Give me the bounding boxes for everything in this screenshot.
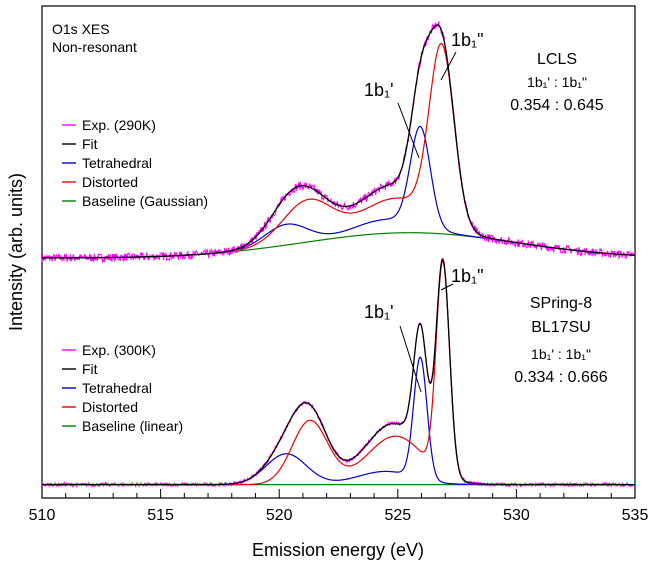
corner-label-2: Non-resonant bbox=[52, 39, 137, 55]
leader-line-2 bbox=[440, 51, 457, 81]
x-tick-label: 510 bbox=[29, 507, 56, 524]
legend-label-fit: Fit bbox=[82, 136, 98, 152]
legend-label-distorted: Distorted bbox=[82, 399, 138, 415]
facility-label: LCLS bbox=[537, 51, 577, 68]
legend-label-baseline: Baseline (Gaussian) bbox=[82, 193, 208, 209]
x-axis-label: Emission energy (eV) bbox=[252, 540, 424, 560]
legend-label-tetrahedral: Tetrahedral bbox=[82, 380, 152, 396]
x-axis-ticks bbox=[41, 489, 636, 498]
ratio-label: 1b₁' : 1b₁" bbox=[531, 346, 591, 362]
leader-line-2 bbox=[440, 283, 454, 291]
x-tick-labels: 510 515 520 525 530 535 bbox=[29, 507, 649, 524]
legend-label-baseline: Baseline (linear) bbox=[82, 418, 183, 434]
ratio-values: 0.334 : 0.666 bbox=[514, 369, 608, 386]
x-tick-label: 525 bbox=[384, 507, 411, 524]
peak-label-1b1-double-prime: 1b₁" bbox=[451, 266, 483, 286]
legend-label-distorted: Distorted bbox=[82, 174, 138, 190]
leader-line-1 bbox=[397, 102, 420, 159]
series-experimental bbox=[41, 21, 636, 264]
legend-bottom: Exp. (300K) Fit Tetrahedral Distorted Baseli… bbox=[62, 342, 183, 434]
x-tick-label: 520 bbox=[266, 507, 293, 524]
facility-label-1: SPring-8 bbox=[530, 295, 592, 312]
legend-label-exp: Exp. (300K) bbox=[82, 342, 156, 358]
ratio-values: 0.354 : 0.645 bbox=[510, 97, 604, 114]
peak-label-1b1-prime: 1b₁' bbox=[364, 302, 394, 322]
series-fit bbox=[42, 24, 636, 259]
legend-label-tetrahedral: Tetrahedral bbox=[82, 155, 152, 171]
legend-label-fit: Fit bbox=[82, 361, 98, 377]
y-axis-label: Intensity (arb. units) bbox=[6, 173, 26, 331]
plot-frame bbox=[41, 5, 636, 499]
x-tick-label: 515 bbox=[147, 507, 174, 524]
corner-label-1: O1s XES bbox=[52, 21, 110, 37]
x-tick-label: 530 bbox=[503, 507, 530, 524]
panel-lcls: O1s XES Non-resonant LCLS 1b₁' : 1b₁" 0.… bbox=[41, 21, 636, 264]
leader-line-1 bbox=[399, 325, 422, 393]
legend-label-exp: Exp. (290K) bbox=[82, 117, 156, 133]
ratio-label: 1b₁' : 1b₁" bbox=[527, 74, 587, 90]
peak-label-1b1-prime: 1b₁' bbox=[364, 80, 394, 100]
panel-spring8: SPring-8 BL17SU 1b₁' : 1b₁" 0.334 : 0.66… bbox=[41, 257, 636, 489]
series-fit bbox=[42, 258, 635, 486]
peak-label-1b1-double-prime: 1b₁" bbox=[451, 30, 483, 50]
facility-label-2: BL17SU bbox=[531, 319, 591, 336]
x-tick-label: 535 bbox=[622, 507, 649, 524]
legend-top: Exp. (290K) Fit Tetrahedral Distorted Baseli… bbox=[62, 117, 208, 209]
